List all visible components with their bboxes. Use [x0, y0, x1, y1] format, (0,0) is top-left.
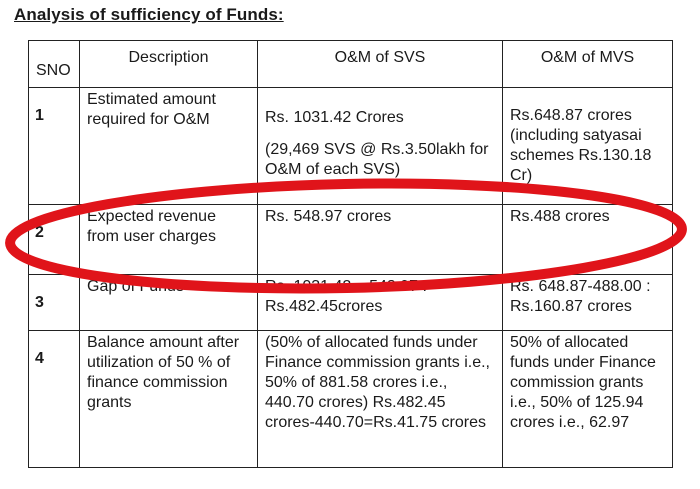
- row-description: Balance amount after utilization of 50 %…: [79, 330, 258, 468]
- row-svs: (50% of allocated funds under Finance co…: [257, 330, 503, 468]
- row-svs: Rs. 1031.42 – 548.97 : Rs.482.45crores: [257, 274, 503, 331]
- page-title: Analysis of sufficiency of Funds:: [14, 5, 284, 24]
- header-mvs: O&M of MVS: [502, 40, 673, 88]
- svs-amount: Rs. 1031.42 Crores: [265, 109, 404, 126]
- row-mvs: Rs.488 crores: [502, 204, 673, 275]
- row-mvs: 50% of allocated funds under Finance com…: [502, 330, 673, 468]
- row-sno: 1: [28, 87, 80, 205]
- row-svs: Rs. 1031.42 Crores (29,469 SVS @ Rs.3.50…: [257, 87, 503, 205]
- svs-note: (29,469 SVS @ Rs.3.50lakh for O&M of eac…: [265, 141, 489, 178]
- header-svs: O&M of SVS: [257, 40, 503, 88]
- header-description: Description: [79, 40, 258, 88]
- header-sno: SNO: [28, 40, 80, 88]
- row-description: Expected revenue from user charges: [79, 204, 258, 275]
- table-row: 2 Expected revenue from user charges Rs.…: [28, 204, 673, 275]
- row-sno: 3: [28, 274, 80, 331]
- table-header-row: SNO Description O&M of SVS O&M of MVS: [28, 40, 673, 88]
- table-row: 4 Balance amount after utilization of 50…: [28, 330, 673, 468]
- row-mvs: Rs. 648.87-488.00 : Rs.160.87 crores: [502, 274, 673, 331]
- row-sno: 2: [28, 204, 80, 275]
- row-description: Estimated amount required for O&M: [79, 87, 258, 205]
- row-svs: Rs. 548.97 crores: [257, 204, 503, 275]
- funds-table: SNO Description O&M of SVS O&M of MVS 1 …: [28, 40, 673, 468]
- table-row: 1 Estimated amount required for O&M Rs. …: [28, 87, 673, 205]
- row-description: Gap of Funds: [79, 274, 258, 331]
- row-mvs: Rs.648.87 crores (including satyasai sch…: [502, 87, 673, 205]
- row-sno: 4: [28, 330, 80, 468]
- table-row: 3 Gap of Funds Rs. 1031.42 – 548.97 : Rs…: [28, 274, 673, 331]
